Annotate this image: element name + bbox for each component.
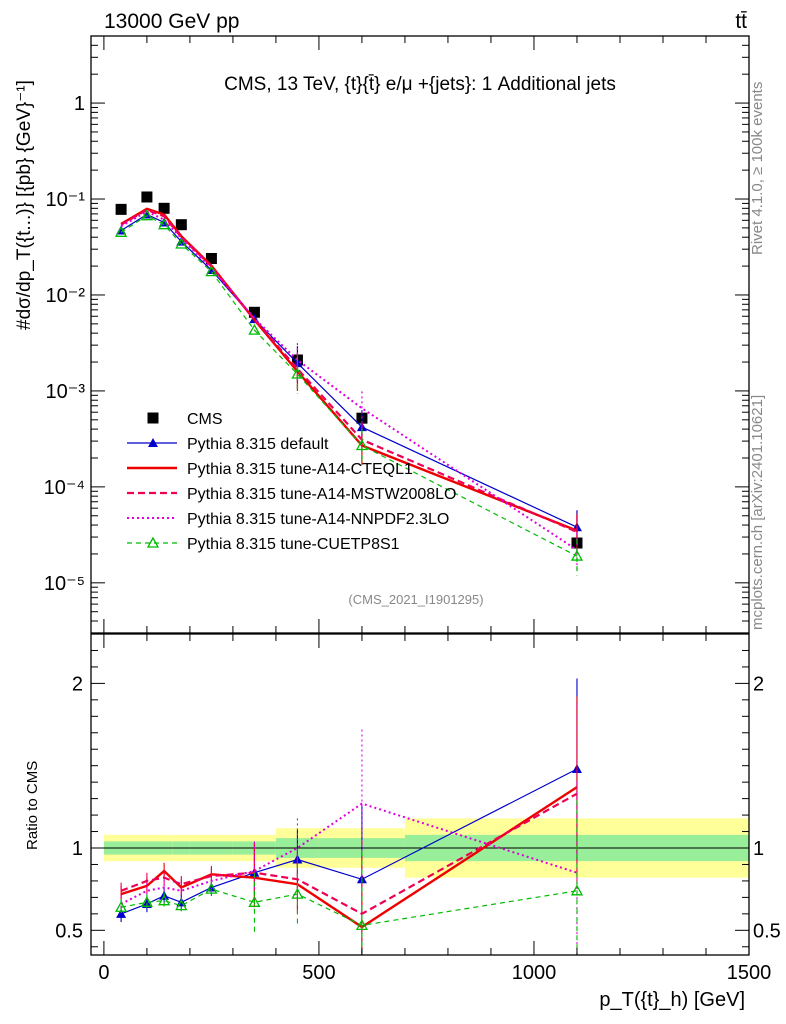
point-cuetp bbox=[248, 323, 261, 335]
legend-marker-cuetp bbox=[146, 536, 160, 548]
rivet-label: Rivet 4.1.0, ≥ 100k events bbox=[749, 82, 766, 255]
ratio-line-mstw bbox=[120, 792, 578, 916]
ratio-point-cuetp bbox=[140, 895, 154, 907]
ratio-point-cuetp bbox=[355, 919, 369, 931]
main-y-tick-label: 1 bbox=[74, 93, 85, 115]
ratio-y-tick-label-right: 0.5 bbox=[753, 920, 781, 942]
ratio-frame bbox=[90, 633, 750, 956]
watermark: (CMS_2021_I1901295) bbox=[348, 592, 483, 607]
ratio-point-cuetp bbox=[291, 887, 304, 899]
series-line-default bbox=[120, 213, 578, 528]
legend-label-cteq: Pythia 8.315 tune-A14-CTEQL1 bbox=[187, 461, 413, 478]
point-cms bbox=[158, 202, 170, 214]
ratio-point-cuetp bbox=[175, 899, 188, 911]
main-y-tick-label: 10⁻⁵ bbox=[44, 573, 85, 595]
main-y-tick-label: 10⁻¹ bbox=[46, 189, 86, 211]
ratio-point-default bbox=[116, 908, 127, 918]
point-cuetp bbox=[291, 367, 304, 379]
main-y-tick-label: 10⁻² bbox=[46, 285, 86, 307]
header-left: 13000 GeV pp bbox=[104, 10, 239, 33]
ratio-point-cuetp bbox=[248, 895, 261, 907]
point-cuetp bbox=[114, 225, 128, 237]
legend-label-mstw: Pythia 8.315 tune-A14-MSTW2008LO bbox=[187, 486, 456, 503]
legend-label-nnpdf: Pythia 8.315 tune-A14-NNPDF2.3LO bbox=[187, 511, 449, 528]
ratio-point-cuetp bbox=[114, 900, 128, 912]
ratio-y-tick-label-left: 2 bbox=[72, 673, 83, 695]
ratio-series bbox=[114, 678, 584, 955]
mcplots-label: mcplots.cern.ch [arXiv:2401.10621] bbox=[749, 395, 766, 630]
main-frame bbox=[90, 35, 750, 634]
legend: CMS Pythia 8.315 default Pythia 8.315 tune… bbox=[127, 411, 456, 553]
x-tick-label: 0 bbox=[98, 962, 109, 984]
header-right: tt̄ bbox=[735, 10, 747, 33]
main-y-tick-label: 10⁻³ bbox=[46, 381, 86, 403]
point-cuetp bbox=[355, 439, 369, 451]
point-cms bbox=[115, 203, 127, 215]
legend-label-cuetp: Pythia 8.315 tune-CUETP8S1 bbox=[187, 536, 400, 553]
point-cms bbox=[175, 219, 187, 231]
ratio-point-cuetp bbox=[158, 894, 171, 906]
point-cms bbox=[141, 191, 153, 203]
ratio-x-label: p_T({t}_h) [GeV] bbox=[599, 989, 745, 1011]
legend-marker-default bbox=[148, 438, 158, 447]
main-series bbox=[114, 191, 584, 576]
ratio-point-cuetp bbox=[570, 884, 584, 896]
series-line-mstw bbox=[120, 208, 578, 533]
series-line-cteq bbox=[120, 207, 578, 532]
ratio-y-tick-label-right: 1 bbox=[753, 838, 764, 860]
point-cms bbox=[205, 252, 217, 264]
main-y-tick-label: 10⁻⁴ bbox=[44, 477, 85, 499]
main-title: CMS, 13 TeV, {t}{t̄} e/μ +{jets}: 1 Addi… bbox=[224, 74, 616, 95]
series-line-nnpdf bbox=[120, 210, 578, 551]
x-tick-label: 500 bbox=[302, 962, 335, 984]
series-line-cuetp bbox=[120, 215, 578, 557]
point-cms bbox=[248, 306, 260, 318]
point-cuetp bbox=[158, 218, 171, 230]
ratio-y-tick-label-right: 2 bbox=[753, 673, 764, 695]
point-cuetp bbox=[175, 237, 188, 249]
ratio-y-tick-label-left: 0.5 bbox=[55, 920, 83, 942]
legend-label-cms: CMS bbox=[187, 411, 223, 428]
point-cuetp bbox=[570, 549, 584, 561]
point-cuetp bbox=[140, 209, 154, 221]
main-y-label: #dσ/dp_T({t...)} [{pb} {GeV}⁻¹] bbox=[14, 80, 35, 330]
point-cuetp bbox=[205, 265, 218, 277]
axes: 10⁻⁵ 10⁻⁴ 10⁻³ 10⁻² 10⁻¹ 1 0 500 1000 1500 0.5 0.5 1… bbox=[44, 35, 781, 984]
ratio-y-tick-label-left: 1 bbox=[72, 838, 83, 860]
uncertainty-bands bbox=[91, 818, 749, 878]
ratio-line-cuetp bbox=[120, 888, 578, 926]
legend-marker-cms bbox=[147, 412, 159, 424]
legend-label-default: Pythia 8.315 default bbox=[187, 436, 329, 453]
x-tick-label: 1500 bbox=[727, 962, 772, 984]
x-tick-label: 1000 bbox=[512, 962, 557, 984]
ratio-y-label: Ratio to CMS bbox=[24, 761, 41, 850]
ratio-point-cuetp bbox=[205, 882, 218, 894]
